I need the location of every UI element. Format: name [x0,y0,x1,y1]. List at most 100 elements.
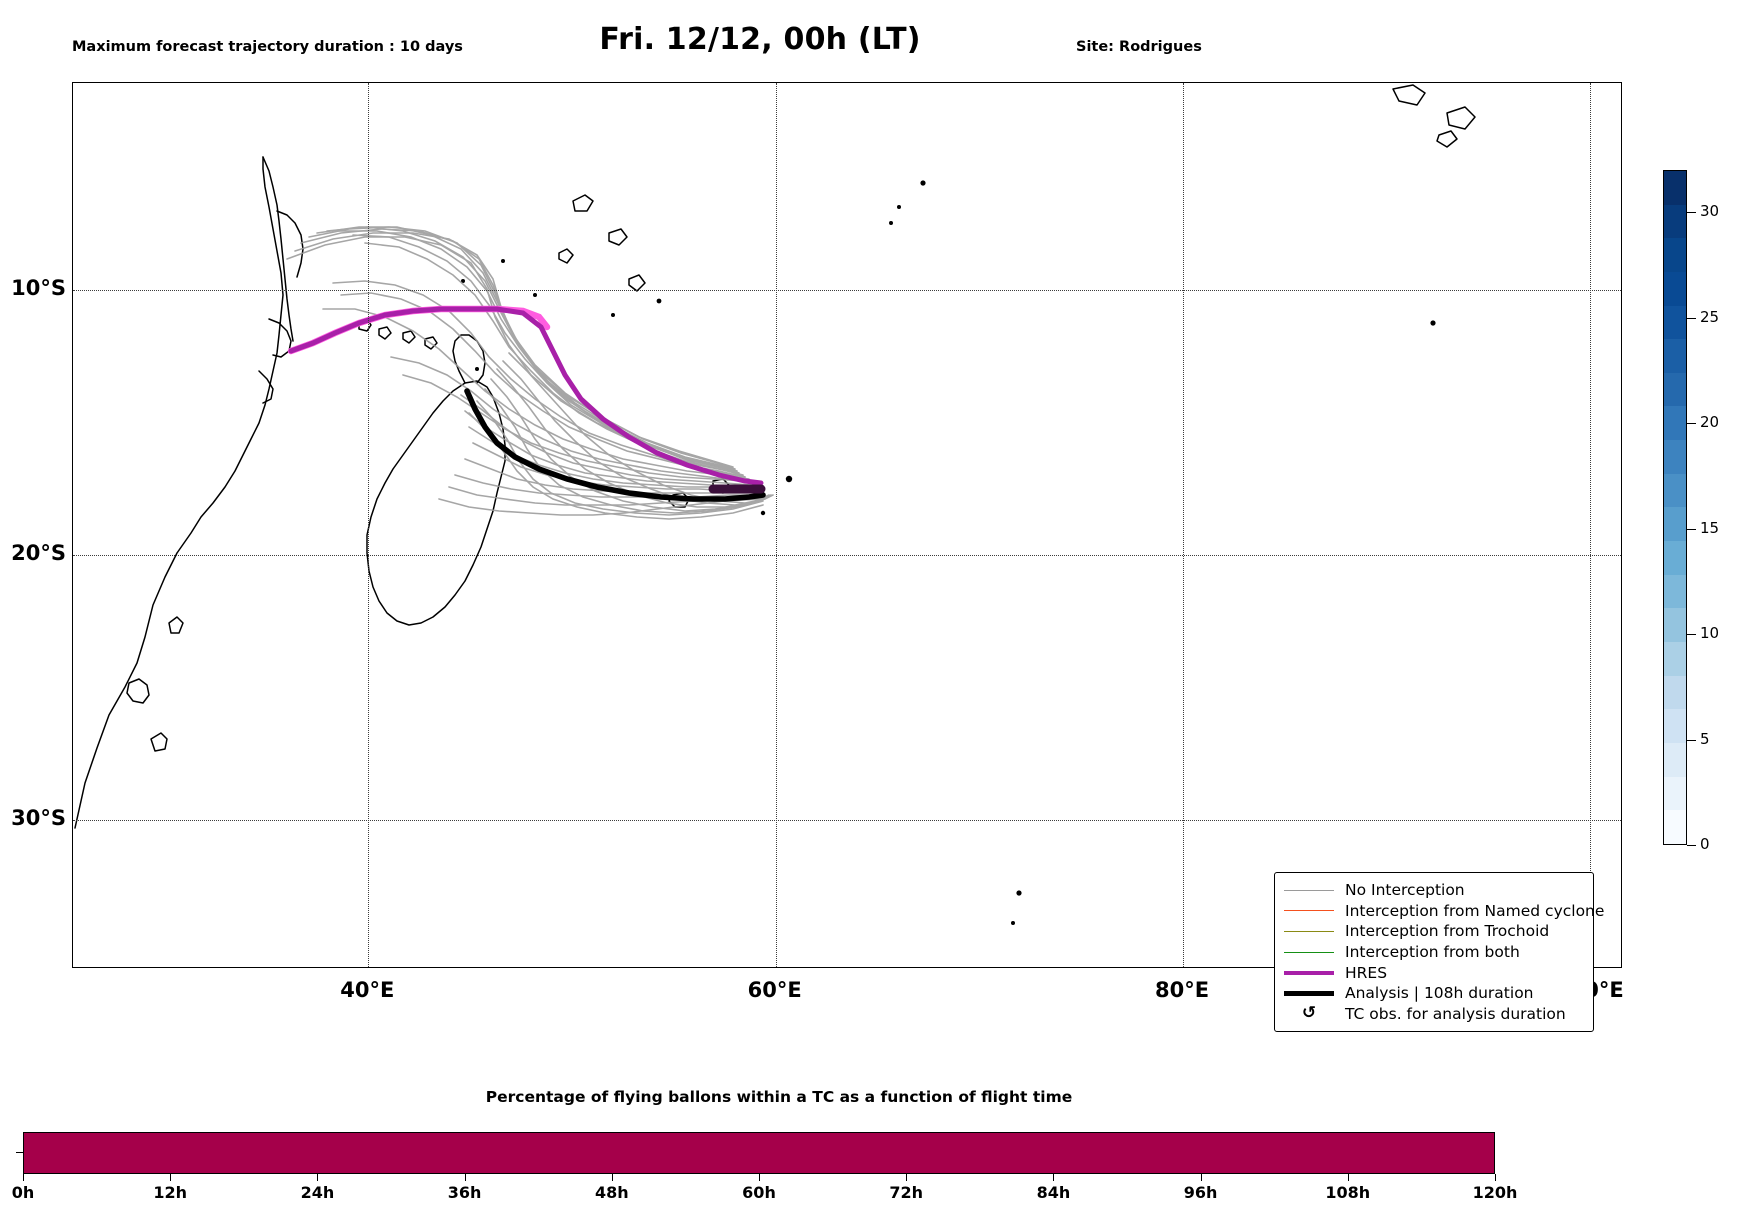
colorbar-segment [1664,507,1686,542]
lon-tick-label: 80°E [1155,978,1210,1002]
percentage-bar-axes[interactable] [23,1132,1495,1174]
legend-label: TC obs. for analysis duration [1345,1004,1566,1023]
percentage-tick [1200,1174,1202,1181]
legend-swatch-no-interception [1284,889,1334,891]
map-axes[interactable] [72,82,1622,968]
colorbar-segment [1664,675,1686,710]
colorbar-segment [1664,574,1686,609]
colorbar-tick [1687,845,1696,846]
legend-item[interactable]: Interception from both [1284,942,1584,963]
header-left-line-1: Maximum forecast trajectory duration : 1… [72,39,463,55]
percentage-tick-label: 108h [1325,1183,1371,1202]
colorbar-segment [1664,204,1686,239]
gridline-lon [1183,83,1185,967]
percentage-tick-label: 12h [153,1183,188,1202]
percentage-bar-fill [24,1133,1494,1173]
colorbar-segment [1664,339,1686,373]
percentage-tick-label: 96h [1183,1183,1218,1202]
percentage-tick [170,1174,172,1181]
colorbar-segment [1664,608,1686,643]
colorbar-segment [1664,305,1686,340]
lat-tick-label: 30°S [11,806,66,831]
legend-item[interactable]: No Interception [1284,880,1584,901]
colorbar[interactable] [1663,170,1687,845]
legend-swatch-trochoid [1284,930,1334,932]
hres-trajectory [288,306,764,486]
colorbar-tick [1687,528,1696,530]
legend-item[interactable]: Interception from Trochoid [1284,921,1584,942]
legend-swatch-both [1284,951,1334,953]
gridline-lat [73,555,1621,557]
colorbar-tick-label: 20 [1700,413,1720,432]
percentage-tick-label: 120h [1472,1183,1518,1202]
gridline-lon [368,83,370,967]
percentage-tick-label: 72h [889,1183,924,1202]
percentage-tick-label: 24h [300,1183,335,1202]
colorbar-segment [1664,810,1686,844]
colorbar-segment [1664,271,1686,306]
legend-item[interactable]: HRES [1284,962,1584,983]
gridline-lon [1590,83,1592,967]
colorbar-segment [1664,776,1686,811]
percentage-tick [464,1174,466,1181]
map-legend[interactable]: No Interception Interception from Named … [1274,872,1604,1033]
lat-tick-label: 10°S [11,275,66,300]
gridline-lon [775,83,777,967]
legend-swatch-analysis [1284,990,1334,996]
colorbar-segment [1664,440,1686,474]
percentage-y-tick [16,1152,24,1153]
percentage-tick-label: 36h [447,1183,482,1202]
percentage-tick-label: 48h [594,1183,629,1202]
colorbar-label: Named cyclones forecast - Number of GEFS… [1700,170,1752,845]
percentage-tick-label: 0h [11,1183,35,1202]
map-graphics [74,84,1476,925]
legend-label: HRES [1345,963,1388,982]
legend-item[interactable]: ↺ TC obs. for analysis duration [1284,1004,1584,1025]
gridline-lat [73,289,1621,291]
colorbar-tick-label: 10 [1700,624,1720,643]
percentage-tick [759,1174,760,1181]
percentage-tick-label: 60h [742,1183,776,1202]
colorbar-tick [1687,739,1696,741]
analysis-trajectory [464,388,766,502]
map-canvas[interactable] [73,83,1621,967]
colorbar-segment [1664,406,1686,441]
colorbar-segment [1664,709,1686,744]
ensemble-trajectories [286,226,774,520]
percentage-tick [317,1174,319,1181]
percentage-tick [906,1174,908,1181]
colorbar-segment [1664,743,1686,777]
legend-label: Interception from Named cyclone [1345,901,1605,920]
colorbar-tick [1687,423,1696,425]
legend-item[interactable]: Interception from Named cyclone [1284,901,1604,922]
percentage-panel-title: Percentage of flying ballons within a TC… [485,1088,1073,1106]
colorbar-tick [1687,634,1696,636]
colorbar-tick-label: 30 [1700,202,1720,221]
colorbar-tick-label: 0 [1700,835,1710,853]
colorbar-tick-label: 15 [1700,518,1720,537]
colorbar-segment [1664,170,1686,205]
colorbar-segment [1664,372,1686,407]
percentage-tick [1053,1174,1055,1181]
percentage-tick [23,1174,24,1181]
lon-tick-label: 40°E [340,978,395,1002]
legend-label: Interception from Trochoid [1345,922,1550,941]
colorbar-tick-label: 5 [1700,729,1710,748]
percentage-tick-label: 84h [1036,1183,1071,1202]
colorbar-segment [1664,473,1686,508]
colorbar-tick [1687,317,1696,319]
legend-label: No Interception [1345,881,1465,900]
legend-item[interactable]: Analysis | 108h duration [1284,983,1584,1004]
page-title: Fri. 12/12, 00h (LT) [599,22,921,57]
colorbar-tick-label: 25 [1700,307,1720,326]
tc-observation-icon: ↺ [1301,1003,1317,1024]
lat-tick-label: 20°S [11,541,66,566]
legend-swatch-named-cyclone [1284,910,1334,912]
percentage-tick [611,1174,613,1181]
header-site: Site: Rodrigues [1076,39,1202,55]
colorbar-tick [1687,212,1696,214]
percentage-tick [1347,1174,1349,1181]
lon-tick-label: 60°E [747,978,802,1002]
legend-label: Analysis | 108h duration [1345,984,1534,1003]
legend-swatch-hres [1284,970,1334,975]
